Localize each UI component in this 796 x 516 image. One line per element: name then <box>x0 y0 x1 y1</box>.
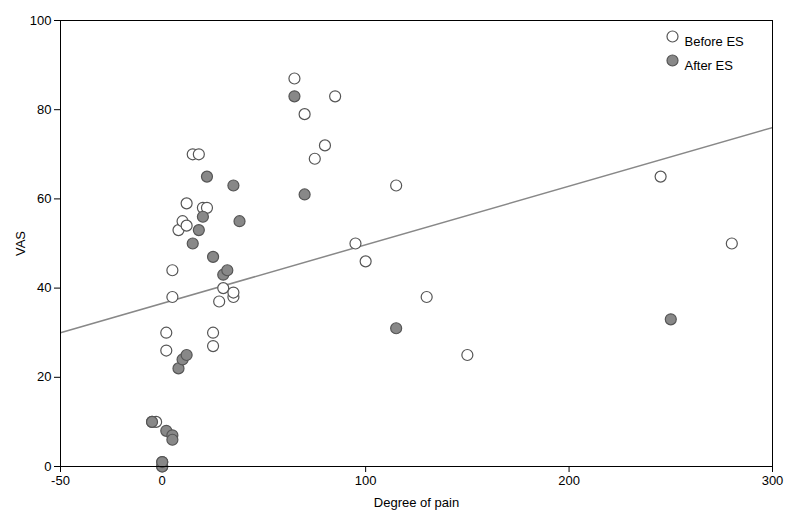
svg-text:VAS: VAS <box>13 231 28 256</box>
svg-text:100: 100 <box>30 13 52 28</box>
svg-text:Degree of pain: Degree of pain <box>374 495 459 510</box>
svg-text:After ES: After ES <box>685 58 734 73</box>
svg-text:300: 300 <box>762 473 784 488</box>
svg-text:80: 80 <box>37 102 51 117</box>
svg-text:100: 100 <box>355 473 377 488</box>
svg-text:0: 0 <box>44 459 51 474</box>
svg-text:60: 60 <box>37 191 51 206</box>
svg-text:200: 200 <box>558 473 580 488</box>
svg-text:0: 0 <box>159 473 166 488</box>
svg-text:-50: -50 <box>51 473 70 488</box>
svg-text:20: 20 <box>37 369 51 384</box>
svg-text:Before ES: Before ES <box>685 34 745 49</box>
svg-text:40: 40 <box>37 280 51 295</box>
